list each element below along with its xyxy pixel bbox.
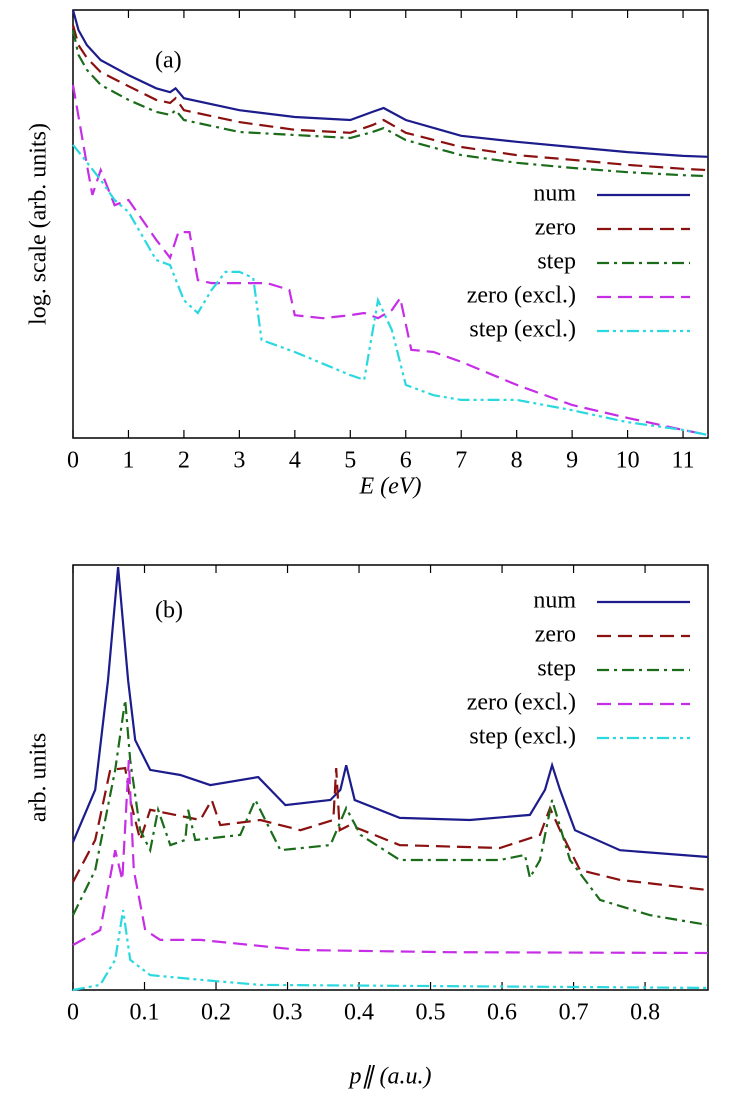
- legend-label: zero: [535, 215, 576, 241]
- panel-label: (a): [155, 48, 182, 74]
- legend-label: step: [537, 249, 576, 275]
- series-line: [72, 766, 709, 892]
- legend-label: num: [533, 588, 576, 614]
- x-tick-label: 10: [616, 448, 640, 474]
- x-tick-label: 0.7: [559, 1000, 589, 1026]
- plot-frame: [72, 564, 709, 991]
- x-tick-label: 0.3: [273, 1000, 303, 1026]
- legend-label: zero: [535, 622, 576, 648]
- x-tick-label: 0: [67, 1000, 79, 1026]
- legend-label: zero (excl.): [467, 283, 576, 309]
- series-line: [71, 9, 709, 158]
- series-line: [71, 84, 709, 437]
- x-tick-label: 0.4: [344, 1000, 374, 1026]
- x-tick-label: 0: [67, 448, 79, 474]
- legend-label: step: [537, 656, 576, 682]
- series-line: [72, 760, 709, 955]
- series-line: [72, 699, 709, 927]
- legend-label: num: [533, 181, 576, 207]
- legend-label: step (excl.): [469, 317, 576, 343]
- x-tick-label: 6: [400, 448, 412, 474]
- x-tick-label: 0.2: [201, 1000, 231, 1026]
- x-tick-label: 2: [178, 448, 190, 474]
- x-tick-label: 11: [671, 448, 694, 474]
- series-line: [71, 24, 709, 172]
- series-line: [72, 144, 709, 437]
- x-tick-label: 5: [344, 448, 356, 474]
- x-tick-label: 0.6: [487, 1000, 517, 1026]
- x-tick-label: 8: [511, 448, 523, 474]
- x-tick-label: 9: [566, 448, 578, 474]
- x-tick-label: 3: [233, 448, 245, 474]
- x-tick-label: 7: [455, 448, 467, 474]
- x-tick-label: 4: [289, 448, 301, 474]
- x-tick-label: 0.1: [130, 1000, 160, 1026]
- y-axis-label: log. scale (arb. units): [26, 123, 52, 325]
- legend-label: zero (excl.): [467, 690, 576, 716]
- x-tick-label: 1: [122, 448, 134, 474]
- plot-frame: [72, 9, 709, 439]
- series-line: [72, 909, 709, 992]
- x-axis-label: p∥ (a.u.): [348, 1064, 432, 1090]
- y-axis-label: arb. units: [26, 733, 52, 822]
- x-axis-label: E (eV): [359, 474, 422, 500]
- legend-label: step (excl.): [469, 724, 576, 750]
- panel-label: (b): [155, 598, 183, 624]
- series-line: [71, 567, 709, 859]
- x-tick-label: 0.8: [630, 1000, 660, 1026]
- x-tick-label: 0.5: [416, 1000, 446, 1026]
